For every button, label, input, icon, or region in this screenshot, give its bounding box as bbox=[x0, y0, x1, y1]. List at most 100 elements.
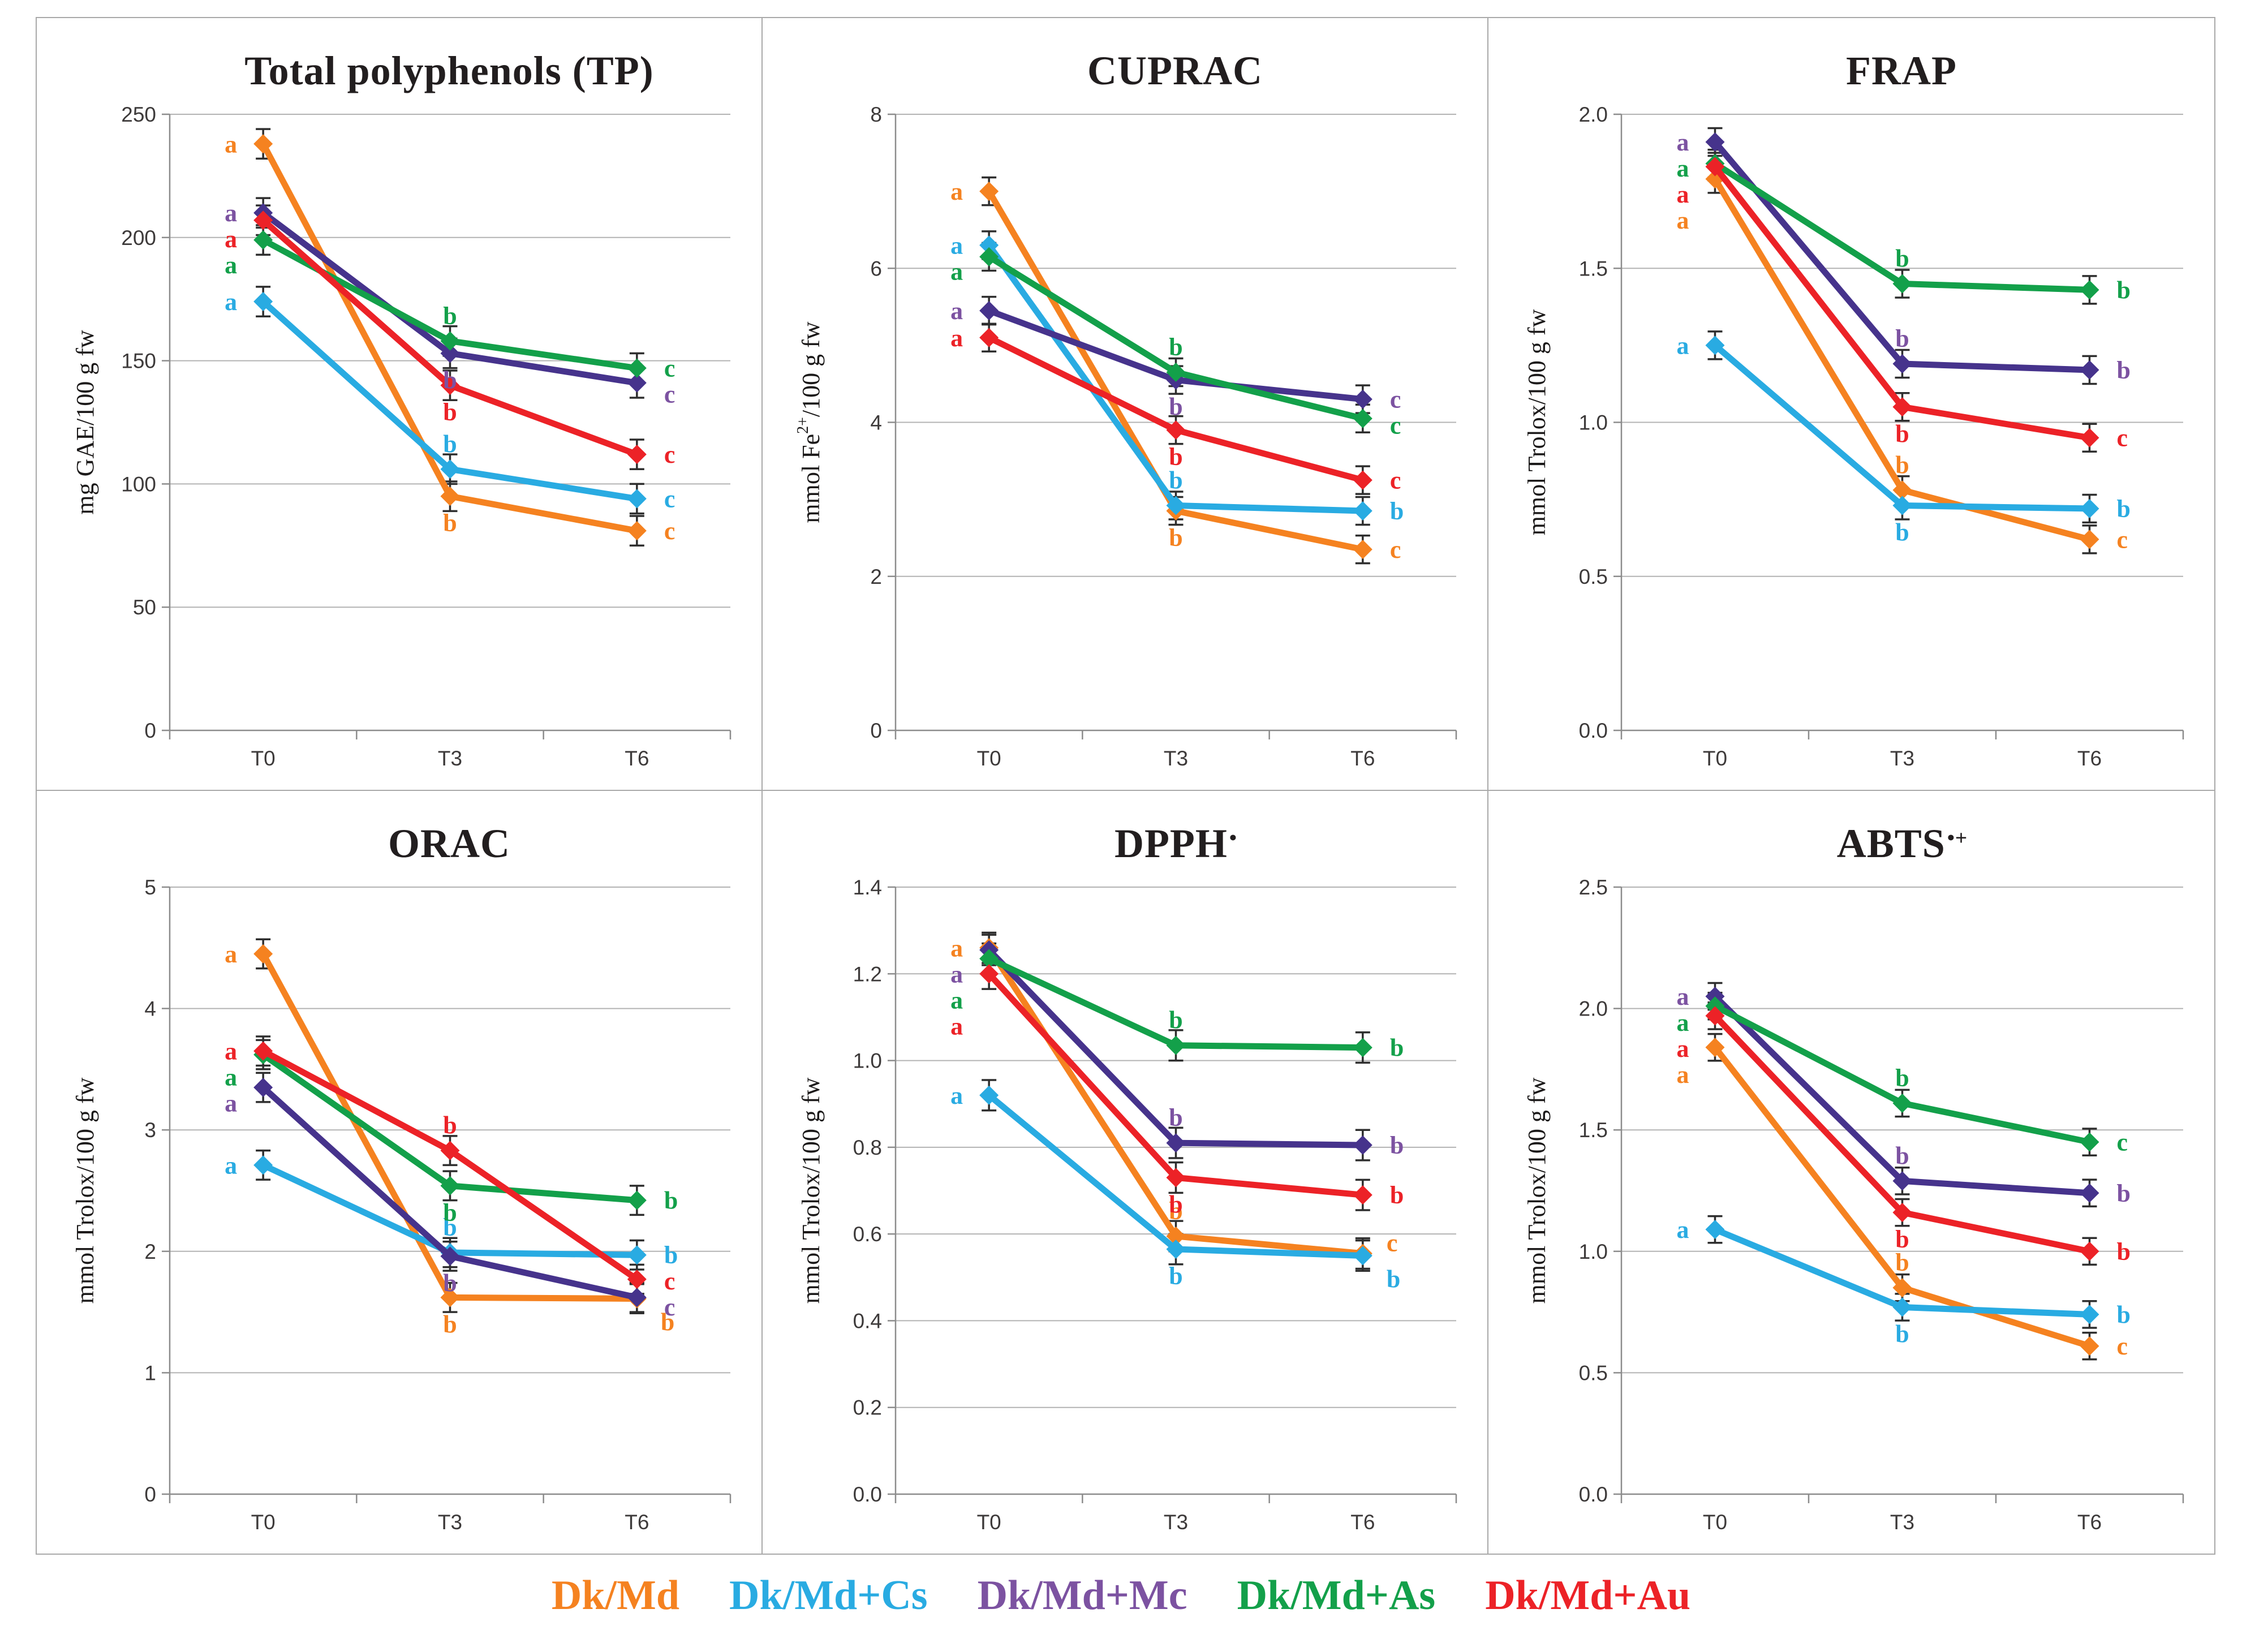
x-axis-tick-label: T3 bbox=[1890, 1511, 1914, 1534]
y-axis-tick-label: 1.0 bbox=[853, 1049, 882, 1073]
y-axis-title: mg GAE/100 g fw bbox=[71, 330, 99, 515]
significance-letter: b bbox=[2117, 356, 2131, 384]
significance-letter: a bbox=[950, 986, 963, 1014]
y-axis-tick-label: 0.5 bbox=[1579, 565, 1608, 588]
y-axis-tick-label: 2 bbox=[870, 565, 882, 588]
significance-letter: b bbox=[1169, 467, 1182, 494]
significance-letter: b bbox=[1895, 244, 1909, 272]
legend-item-dk-md-as: Dk/Md+As bbox=[1237, 1572, 1436, 1619]
y-axis-tick-label: 5 bbox=[144, 876, 156, 899]
chart-title: DPPH• bbox=[896, 820, 1456, 867]
significance-letter: b bbox=[664, 1187, 678, 1215]
significance-letter: b bbox=[661, 1308, 674, 1336]
y-axis-tick-label: 150 bbox=[121, 350, 156, 373]
y-axis-tick-label: 1.2 bbox=[853, 962, 882, 986]
data-point-marker bbox=[1705, 1220, 1725, 1240]
significance-letter: c bbox=[664, 1267, 675, 1295]
significance-letter: b bbox=[664, 1241, 678, 1269]
significance-letter: b bbox=[1895, 1142, 1909, 1169]
significance-letter: a bbox=[950, 1012, 963, 1040]
data-point-marker bbox=[1353, 389, 1372, 409]
significance-letter: b bbox=[1387, 1265, 1400, 1293]
significance-letter: b bbox=[443, 1214, 457, 1241]
data-point-marker bbox=[1705, 1006, 1725, 1026]
significance-letter: a bbox=[225, 130, 237, 158]
data-point-marker bbox=[1353, 1135, 1372, 1155]
data-point-marker bbox=[440, 331, 460, 351]
chart-title: FRAP bbox=[1621, 48, 2183, 94]
significance-letter: b bbox=[1895, 1320, 1909, 1348]
data-point-marker bbox=[1892, 1297, 1912, 1317]
significance-letter: a bbox=[225, 199, 237, 227]
total-polyphenols-plot: 0 50 100 150 200 250 T0 T3 T6 mg GAE/100 g fw a b c a… bbox=[71, 103, 731, 770]
y-axis-tick-label: 200 bbox=[121, 226, 156, 249]
x-axis-tick-label: T0 bbox=[1703, 747, 1727, 770]
frap-plot: 0.0 0.5 1.0 1.5 2.0 T0 T3 T6 mmol Trolox/100 g f… bbox=[1523, 103, 2184, 770]
significance-letter: a bbox=[1677, 1035, 1689, 1062]
x-axis-tick-label: T6 bbox=[2077, 1511, 2102, 1534]
legend: Dk/Md Dk/Md+Cs Dk/Md+Mc Dk/Md+As Dk/Md+A… bbox=[0, 1572, 2242, 1620]
data-point-marker bbox=[2080, 428, 2099, 448]
data-point-marker bbox=[1166, 1133, 1186, 1153]
x-axis-tick-label: T6 bbox=[625, 747, 649, 770]
y-axis-title: mmol Trolox/100 g fw bbox=[797, 1077, 825, 1303]
significance-letter: b bbox=[1895, 1225, 1909, 1253]
chart-title-text: ORAC bbox=[388, 821, 510, 866]
data-point-marker bbox=[440, 459, 460, 479]
chart-title: CUPRAC bbox=[896, 48, 1456, 94]
significance-letter: b bbox=[443, 367, 457, 394]
y-axis-tick-label: 100 bbox=[121, 472, 156, 496]
data-point-marker bbox=[1353, 408, 1372, 428]
x-axis-tick-label: T3 bbox=[1164, 1511, 1188, 1534]
data-point-marker bbox=[1892, 1278, 1912, 1298]
data-point-marker bbox=[1166, 1239, 1186, 1259]
y-axis-title: mmol Fe2+​/100 g fw bbox=[794, 321, 825, 523]
data-point-marker bbox=[1892, 1171, 1912, 1191]
data-point-marker bbox=[979, 301, 999, 321]
chart-panel-abts: ABTS•+ 0.0 0.5 1.0 1.5 2.0 2.5 T0 T3 T6 mmol Trol… bbox=[1487, 790, 2215, 1555]
data-point-marker bbox=[2080, 530, 2099, 549]
x-axis-tick-label: T0 bbox=[977, 747, 1001, 770]
data-point-marker bbox=[979, 1085, 999, 1105]
significance-letter: b bbox=[443, 302, 457, 330]
chart-title: ORAC bbox=[170, 820, 730, 867]
data-point-marker bbox=[440, 1141, 460, 1160]
x-axis-tick-label: T0 bbox=[977, 1511, 1001, 1534]
chart-panel-frap: FRAP 0.0 0.5 1.0 1.5 2.0 T0 T3 T6 mmol Trolox/10… bbox=[1487, 17, 2215, 791]
significance-letter: b bbox=[1895, 519, 1909, 547]
y-axis-tick-label: 8 bbox=[870, 103, 882, 126]
data-point-marker bbox=[440, 343, 460, 363]
data-point-marker bbox=[1166, 1035, 1186, 1055]
data-point-marker bbox=[440, 487, 460, 506]
data-point-marker bbox=[627, 1270, 647, 1289]
significance-letter: c bbox=[2117, 1129, 2128, 1156]
significance-letter: b bbox=[2117, 276, 2131, 304]
chart-title-text: DPPH bbox=[1114, 821, 1228, 866]
abts-plot: 0.0 0.5 1.0 1.5 2.0 2.5 T0 T3 T6 mmol Trolox/100 … bbox=[1523, 876, 2184, 1534]
y-axis-tick-label: 2 bbox=[144, 1240, 156, 1263]
significance-letter: c bbox=[2117, 526, 2128, 553]
x-axis-tick-label: T3 bbox=[1164, 747, 1188, 770]
y-axis-tick-label: 0.2 bbox=[853, 1396, 882, 1419]
chart-panel-orac: ORAC 0 1 2 3 4 5 T0 T3 T6 mmol Trolox/100 g fw a b b… bbox=[36, 790, 763, 1555]
data-point-marker bbox=[1166, 420, 1186, 440]
data-point-marker bbox=[253, 1078, 273, 1098]
significance-letter: b bbox=[443, 1310, 457, 1338]
data-point-marker bbox=[1353, 470, 1372, 490]
chart-title-text: CUPRAC bbox=[1087, 48, 1263, 93]
data-point-marker bbox=[1892, 1093, 1912, 1113]
data-point-marker bbox=[440, 1288, 460, 1307]
y-axis-tick-label: 0.0 bbox=[853, 1483, 882, 1506]
significance-letter: b bbox=[1895, 1249, 1909, 1276]
chart-panel-total-polyphenols: Total polyphenols (TP) 0 50 100 150 200 250 T0… bbox=[36, 17, 763, 791]
data-point-marker bbox=[440, 376, 460, 395]
significance-letter: b bbox=[1895, 420, 1909, 448]
data-point-marker bbox=[1705, 132, 1725, 152]
significance-letter: a bbox=[1677, 1009, 1689, 1036]
significance-letter: b bbox=[1169, 1006, 1182, 1034]
data-point-marker bbox=[1892, 480, 1912, 500]
data-point-marker bbox=[627, 521, 647, 541]
data-point-marker bbox=[979, 949, 999, 969]
